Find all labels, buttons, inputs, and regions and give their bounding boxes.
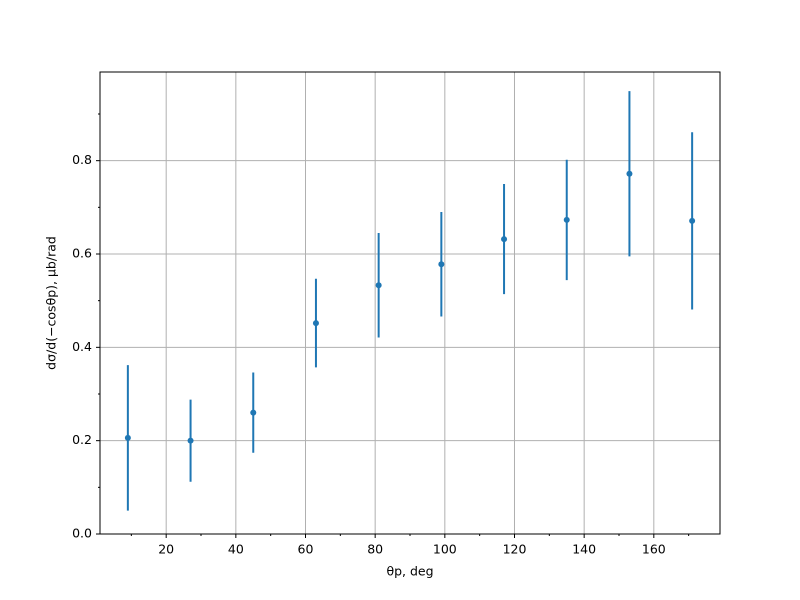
y-tick-label: 0.2: [72, 432, 92, 447]
data-point: [312, 320, 319, 327]
x-tick-label: 40: [228, 542, 244, 557]
x-tick-label: 20: [158, 542, 174, 557]
data-point: [375, 282, 382, 289]
y-tick-label: 0.4: [72, 339, 92, 354]
data-point: [187, 437, 194, 444]
x-tick-label: 100: [433, 542, 457, 557]
x-tick-label: 160: [642, 542, 666, 557]
plot-area: [100, 72, 720, 535]
y-tick-label: 0.8: [72, 152, 92, 167]
y-tick-label: 0.0: [72, 526, 92, 541]
data-point: [250, 409, 257, 416]
y-tick-label: 0.6: [72, 246, 92, 261]
data-point: [124, 434, 131, 441]
x-axis-label: θp, deg: [386, 564, 433, 579]
data-point: [501, 236, 508, 243]
data-point: [563, 216, 570, 223]
x-tick-label: 120: [503, 542, 527, 557]
data-point: [438, 261, 445, 268]
y-axis-label: dσ/d(−cosθp), μb/rad: [44, 236, 59, 370]
x-tick-label: 60: [298, 542, 314, 557]
data-point: [689, 217, 696, 224]
x-tick-label: 80: [367, 542, 383, 557]
x-tick-label: 140: [572, 542, 596, 557]
data-point: [626, 170, 633, 177]
